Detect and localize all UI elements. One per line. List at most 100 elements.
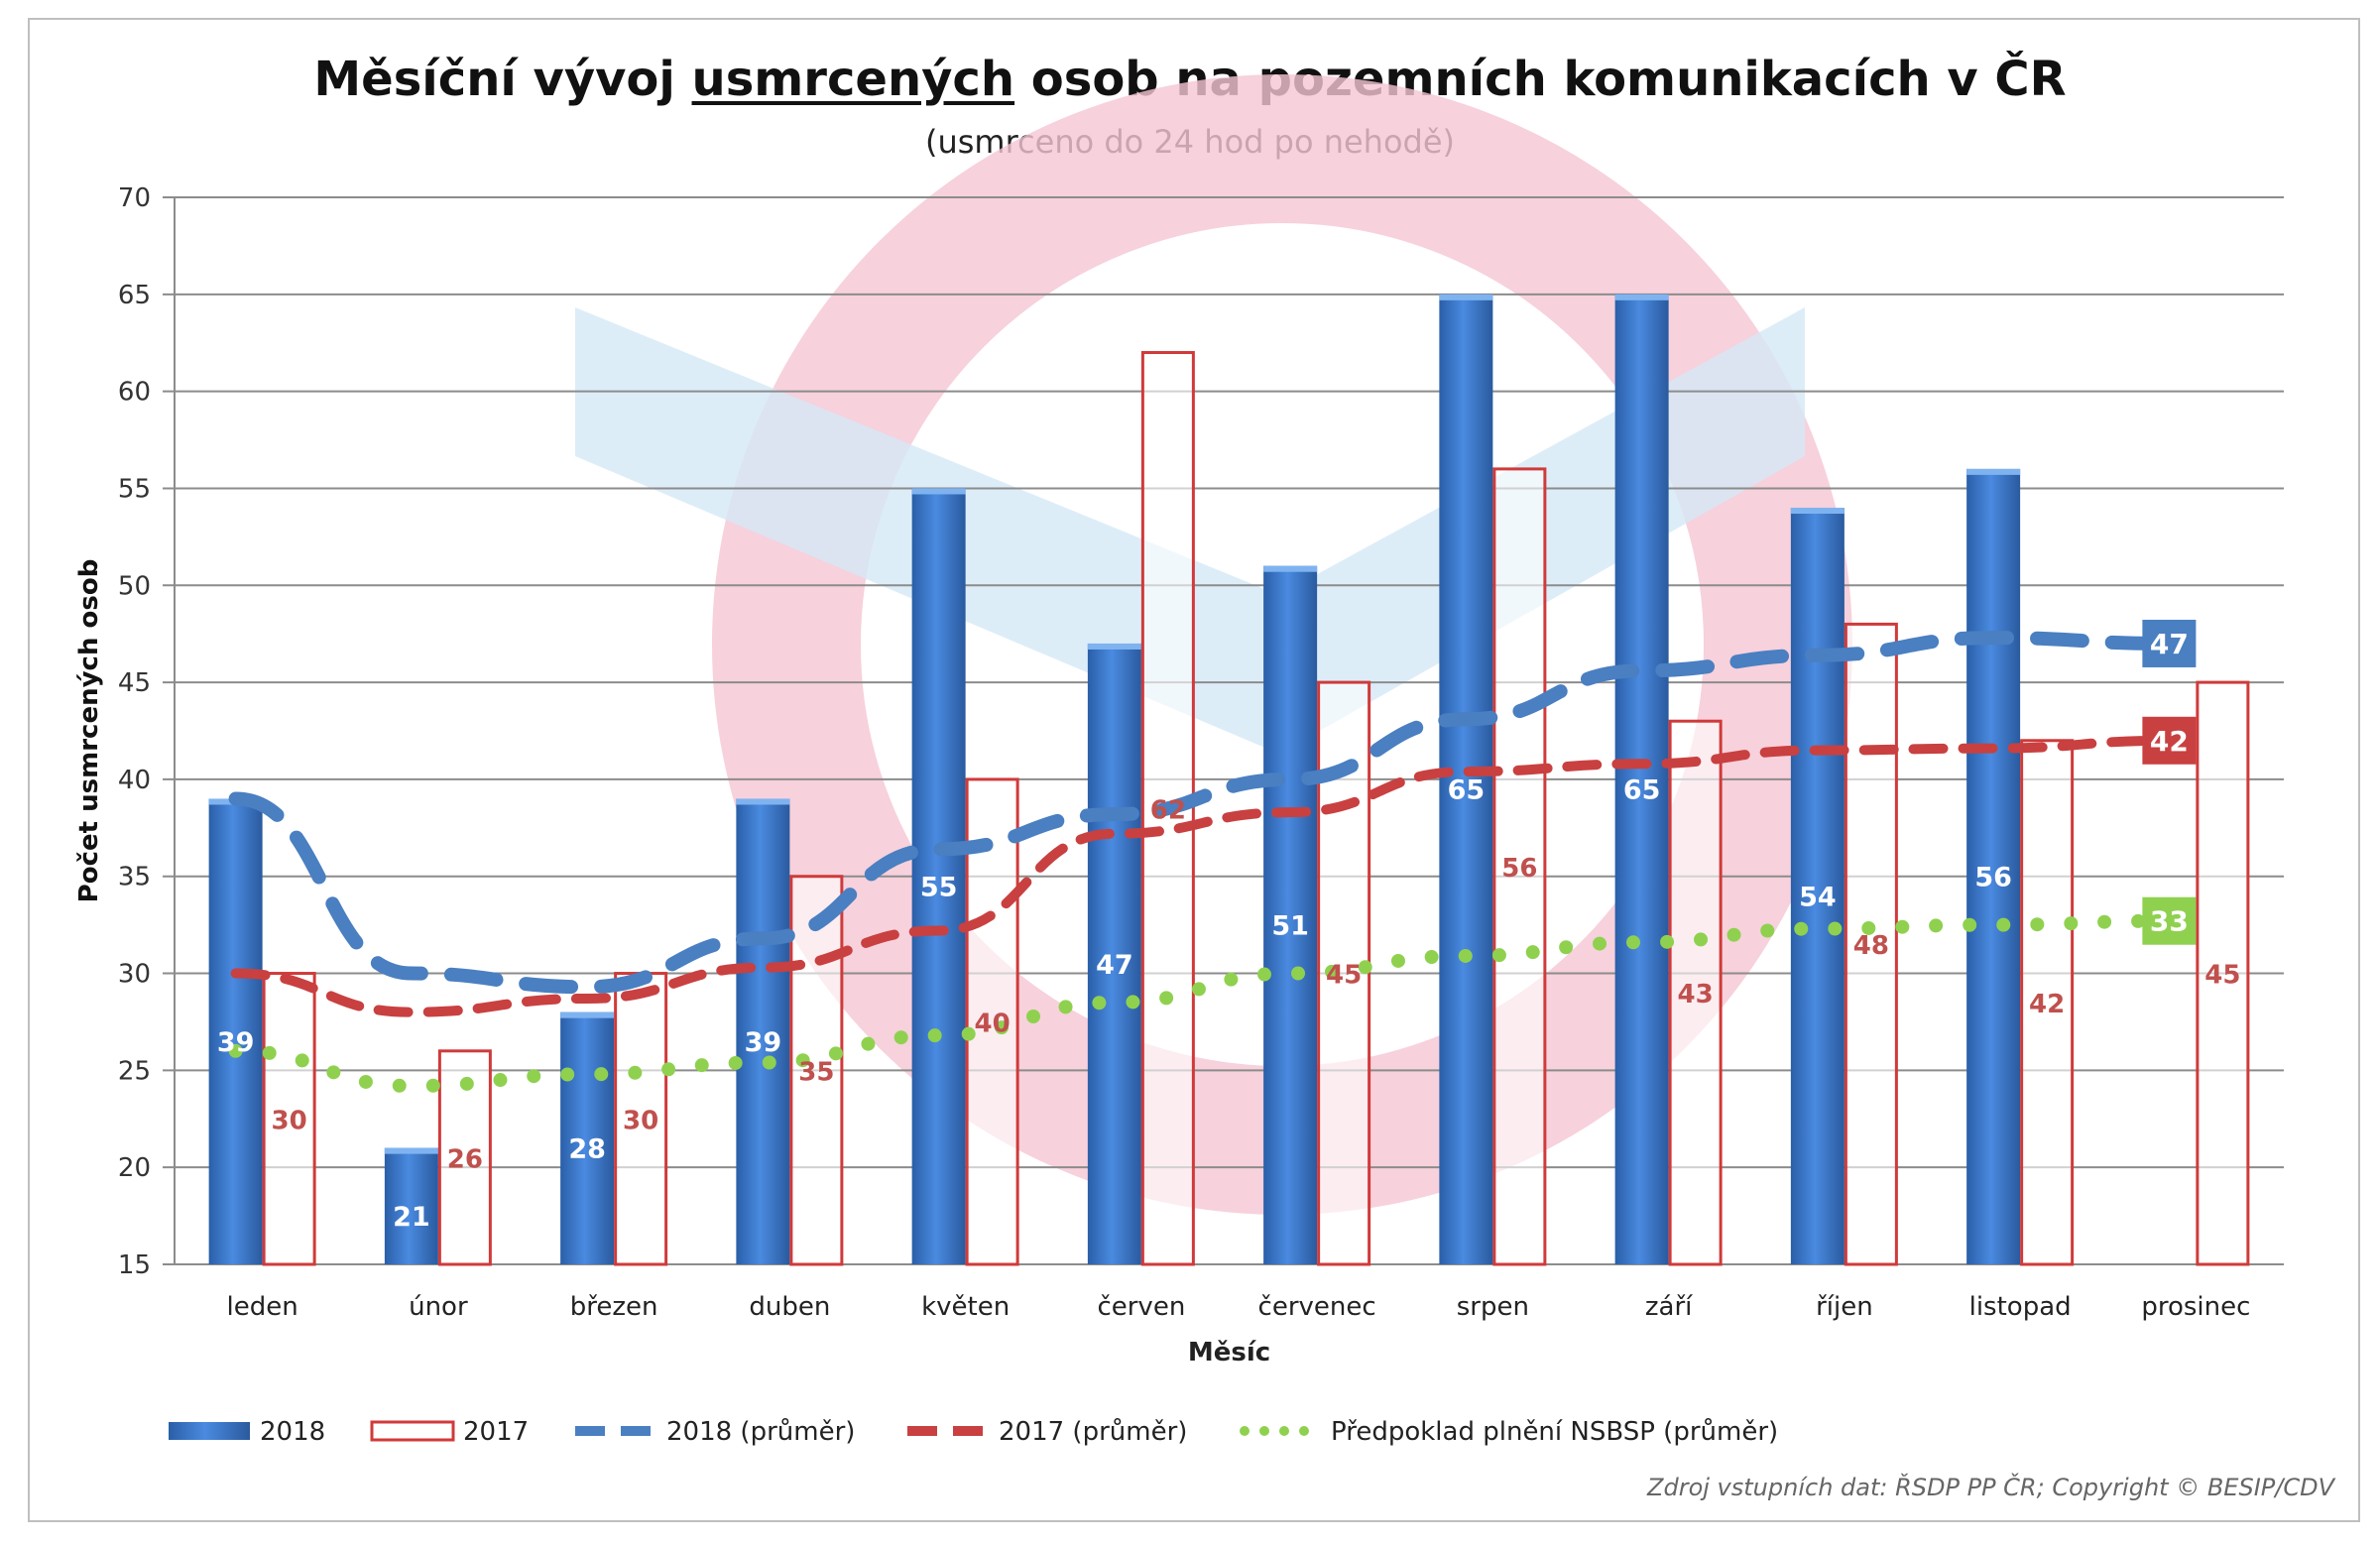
bar-2018-cap: [911, 488, 966, 495]
x-tick-label: květen: [921, 1292, 1010, 1322]
x-tick-label: červenec: [1258, 1292, 1376, 1322]
x-tick-label: duben: [749, 1292, 830, 1322]
y-tick-label: 35: [118, 863, 151, 892]
bar-2017: [262, 972, 316, 1266]
chart-title: Měsíční vývoj usmrcených osob na pozemní…: [0, 52, 2380, 107]
x-tick-label: říjen: [1816, 1292, 1873, 1322]
bar-2018-cap: [1966, 468, 2021, 475]
data-label-2018: 28: [568, 1134, 606, 1165]
data-label-2017: 26: [447, 1144, 483, 1174]
end-label-box: [2142, 716, 2197, 765]
y-tick-label: 15: [118, 1250, 151, 1280]
title-underlined: usmrcených: [691, 52, 1015, 107]
bar-2018-cap: [1263, 565, 1318, 572]
end-label: 47: [2150, 628, 2189, 660]
chart-frame: [28, 18, 2360, 1522]
bar-2018-cap: [1439, 294, 1493, 300]
y-tick-label: 70: [118, 183, 151, 213]
bar-2017: [2020, 739, 2075, 1266]
x-tick-label: březen: [570, 1292, 658, 1322]
y-tick-label: 60: [118, 378, 151, 408]
bar-2018-cap: [1614, 294, 1669, 300]
bar-2018: [1966, 468, 2021, 1265]
data-label-2017: 43: [1678, 980, 1714, 1010]
legend-label: 2017 (průměr): [999, 1417, 1187, 1447]
y-tick-label: 40: [118, 766, 151, 795]
data-label-2018: 55: [920, 873, 958, 903]
y-tick-label: 55: [118, 474, 151, 504]
source-note: Zdroj vstupních dat: ŘSDP PP ČR; Copyrig…: [1647, 1474, 2334, 1501]
data-label-2017: 45: [2204, 961, 2240, 991]
data-label-2018: 65: [1623, 775, 1661, 806]
bar-2018: [560, 1011, 615, 1264]
bar-2017: [437, 1049, 492, 1266]
data-label-2018: 21: [393, 1202, 430, 1233]
y-tick-label: 45: [118, 668, 151, 698]
x-tick-label: prosinec: [2141, 1292, 2250, 1322]
legend-label: 2018: [260, 1417, 325, 1447]
data-label-2017: 35: [798, 1057, 834, 1087]
bar-2018: [1263, 565, 1318, 1264]
end-label-box: [2142, 619, 2197, 667]
bar-2017: [789, 875, 844, 1266]
data-label-2018: 39: [217, 1027, 255, 1058]
bar-2017: [965, 777, 1019, 1266]
y-tick-label: 30: [118, 960, 151, 990]
data-label-2017: 48: [1853, 931, 1889, 961]
bar-2018: [384, 1147, 438, 1264]
legend-label: 2018 (průměr): [666, 1417, 855, 1447]
data-label-2018: 39: [745, 1027, 782, 1058]
bar-2018: [1087, 643, 1141, 1264]
bar-2018: [1790, 508, 1844, 1264]
bar-2017: [1844, 622, 1898, 1266]
legend-swatch-2017: [370, 1420, 455, 1442]
data-label-2017: 56: [1501, 854, 1537, 884]
line-nsbsp-avg: [228, 913, 2177, 1094]
data-label-2017: 62: [1150, 795, 1186, 825]
data-label-2017: 45: [1326, 961, 1362, 991]
bar-2017: [1668, 719, 1723, 1266]
data-label-2018: 65: [1448, 775, 1486, 806]
bar-2018-cap: [560, 1011, 615, 1018]
bar-2018: [208, 798, 263, 1264]
y-tick-label: 20: [118, 1153, 151, 1183]
bar-2018-cap: [1087, 643, 1141, 650]
x-tick-label: srpen: [1457, 1292, 1529, 1322]
data-label-2018: 56: [1974, 863, 2012, 893]
legend-label: Předpoklad plnění NSBSP (průměr): [1331, 1417, 1778, 1447]
line-2018-avg: [228, 631, 2177, 995]
y-tick-label: 50: [118, 571, 151, 601]
x-tick-label: únor: [409, 1292, 468, 1322]
line-2017-avg: [230, 735, 2175, 1017]
bar-2018-cap: [736, 798, 790, 805]
x-tick-label: červen: [1097, 1292, 1185, 1322]
bar-2018-cap: [384, 1147, 438, 1154]
end-label: 42: [2150, 725, 2189, 758]
y-axis-title: Počet usmrcených osob: [74, 559, 104, 903]
x-tick-label: září: [1645, 1292, 1693, 1322]
data-label-2017: 42: [2029, 990, 2065, 1019]
bar-2017: [1492, 467, 1547, 1266]
bar-2017: [2196, 680, 2250, 1266]
legend-swatch-2018: [169, 1422, 250, 1440]
data-label-2018: 47: [1096, 950, 1133, 981]
x-tick-label: leden: [227, 1292, 298, 1322]
end-label-box: [2142, 896, 2197, 945]
x-axis-title: Měsíc: [1188, 1338, 1270, 1367]
bar-2018: [911, 488, 966, 1264]
data-label-2017: 30: [623, 1106, 658, 1135]
y-tick-label: 65: [118, 281, 151, 310]
bar-2018: [1614, 294, 1669, 1264]
bar-2018-cap: [1790, 508, 1844, 515]
title-part: Měsíční vývoj: [313, 52, 692, 107]
bar-2018: [1439, 294, 1493, 1264]
data-label-2018: 51: [1271, 911, 1309, 942]
x-tick-label: listopad: [1969, 1292, 2072, 1322]
y-tick-label: 25: [118, 1056, 151, 1086]
end-label: 33: [2150, 905, 2189, 938]
bar-2018: [736, 798, 790, 1264]
data-label-2017: 30: [272, 1106, 307, 1135]
data-label-2017: 40: [975, 1009, 1011, 1038]
legend-label: 2017: [463, 1417, 529, 1447]
